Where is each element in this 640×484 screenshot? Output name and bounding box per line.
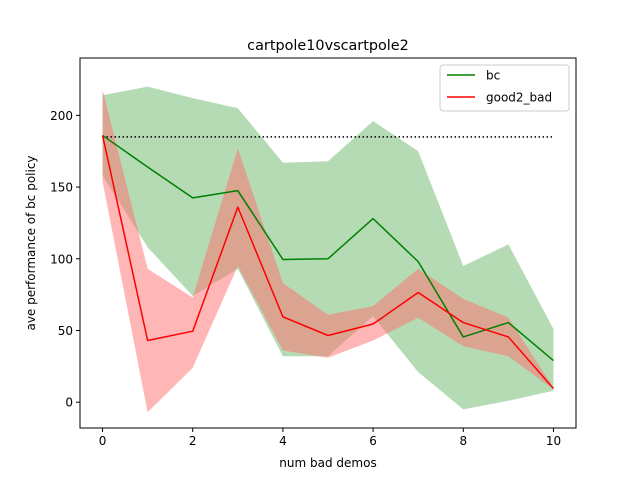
- y-tick-label: 150: [50, 181, 73, 195]
- y-axis-label: ave performance of bc policy: [24, 155, 38, 330]
- x-axis-label: num bad demos: [279, 456, 376, 470]
- x-tick-label: 8: [459, 434, 467, 448]
- y-tick-label: 200: [50, 109, 73, 123]
- legend: bc good2_bad: [440, 65, 569, 111]
- x-tick-label: 6: [369, 434, 377, 448]
- y-tick-label: 0: [65, 396, 73, 410]
- legend-label-bc: bc: [486, 69, 500, 83]
- chart-title: cartpole10vscartpole2: [247, 38, 409, 54]
- x-tick-label: 10: [546, 434, 561, 448]
- y-tick-label: 50: [58, 324, 73, 338]
- x-tick-label: 2: [189, 434, 197, 448]
- x-tick-label: 0: [99, 434, 107, 448]
- y-tick-label: 100: [50, 252, 73, 266]
- legend-label-good2-bad: good2_bad: [486, 91, 552, 105]
- x-tick-label: 4: [279, 434, 287, 448]
